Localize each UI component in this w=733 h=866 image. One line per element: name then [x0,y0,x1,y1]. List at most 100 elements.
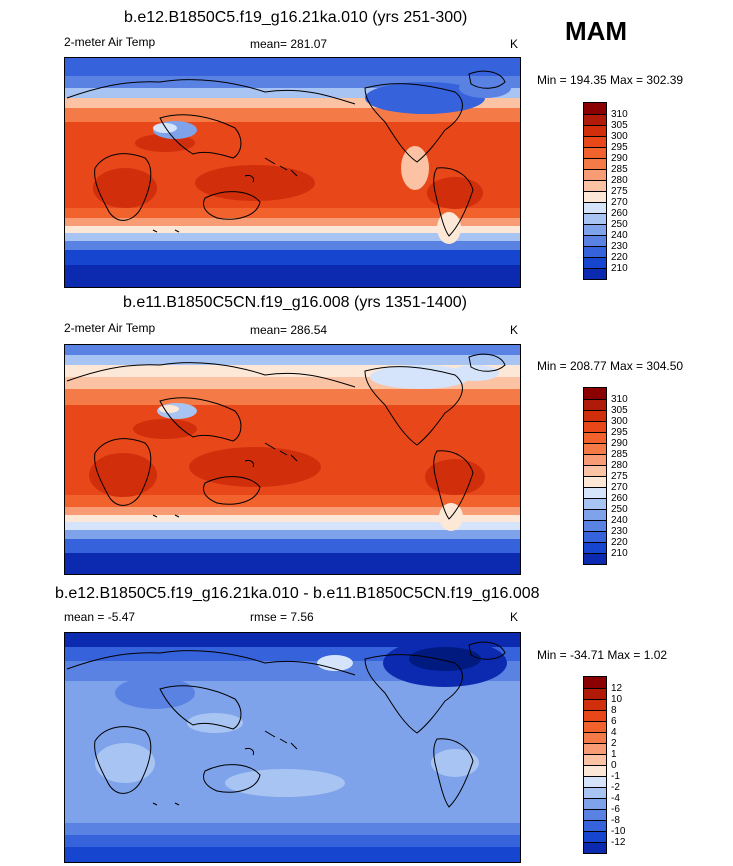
panel-1-colorbar-swatch [584,136,606,147]
panel-3-colorbar-swatch [584,699,606,710]
panel-2-colorbar-label: 250 [611,504,628,515]
panel-1-colorbar-swatch [584,268,606,279]
panel-3-colorbar-swatch [584,809,606,820]
panel-3-rmse-label: rmse = 7.56 [250,610,314,624]
panel-1-colorbar-label: 305 [611,120,628,131]
panel-2-colorbar-label: 275 [611,471,628,482]
panel-3-colorbar-swatch [584,677,606,688]
panel-3-colorbar-label: -6 [611,804,620,815]
panel-1-colorbar-swatch [584,180,606,191]
panel-2-minmax: Min = 208.77 Max = 304.50 [537,359,684,373]
panel-2-colorbar-label: 260 [611,493,628,504]
panel-2-colorbar-label: 240 [611,515,628,526]
panel-3-colorbar-label: 10 [611,694,623,705]
panel-2-colorbar-label: 305 [611,405,628,416]
panel-3-colorbar-swatch [584,732,606,743]
panel-3-colorbar [583,676,607,854]
panel-1-colorbar-label: 295 [611,142,628,153]
panel-2-colorbar-label: 280 [611,460,628,471]
panel-2-colorbar-swatch [584,443,606,454]
panel-3-colorbar-label: 1 [611,749,617,760]
panel-3-mean-label: mean = -5.47 [64,610,136,624]
panel-2-map [64,344,521,575]
panel-1-colorbar-swatch [584,114,606,125]
panel-2-colorbar-swatch [584,542,606,553]
panel-3-colorbar-label: 2 [611,738,617,749]
panel-3-colorbar-swatch [584,754,606,765]
panel-3-units: K [510,610,519,624]
panel-1-colorbar-swatch [584,213,606,224]
panel-1-colorbar-label: 240 [611,230,628,241]
panel-1-colorbar-label: 280 [611,175,628,186]
panel-2-colorbar [583,387,607,565]
panel-1-colorbar-swatch [584,158,606,169]
panel-2-colorbar-swatch [584,399,606,410]
panel-1-colorbar-label: 270 [611,197,628,208]
panel-1-variable-label: 2-meter Air Temp [64,35,156,49]
panel-1-colorbar-swatch [584,202,606,213]
panel-2-variable-label: 2-meter Air Temp [64,321,156,335]
panel-3-colorbar-label: -4 [611,793,620,804]
panel-3-colorbar-swatch [584,743,606,754]
panel-2-colorbar-swatch [584,432,606,443]
panel-2-colorbar-swatch [584,520,606,531]
panel-1-colorbar-swatch [584,224,606,235]
panel-2-colorbar-label: 295 [611,427,628,438]
panel-1-mean-label: mean= 281.07 [250,37,328,51]
panel-1-colorbar-label: 210 [611,263,628,274]
panel-2-colorbar-swatch [584,553,606,564]
panel-1-colorbar-label: 260 [611,208,628,219]
panel-2-colorbar-label: 230 [611,526,628,537]
panel-3-title: b.e12.B1850C5.f19_g16.21ka.010 - b.e11.B… [55,585,540,602]
panel-2-mean-label: mean= 286.54 [250,323,328,337]
panel-3-colorbar-swatch [584,798,606,809]
panel-3-colorbar-swatch [584,710,606,721]
panel-1-colorbar-swatch [584,191,606,202]
panel-1-colorbar-swatch [584,235,606,246]
panel-3-colorbar-label: -8 [611,815,620,826]
panel-1-colorbar-label: 220 [611,252,628,263]
panel-3-colorbar-swatch [584,765,606,776]
panel-3-colorbar-swatch [584,721,606,732]
panel-3-colorbar-swatch [584,787,606,798]
panel-1-colorbar [583,102,607,280]
panel-1-colorbar-label: 290 [611,153,628,164]
panel-2-colorbar-swatch [584,509,606,520]
panel-1-colorbar-swatch [584,125,606,136]
panel-3-colorbar-swatch [584,820,606,831]
panel-2-colorbar-swatch [584,454,606,465]
panel-1-colorbar-label: 285 [611,164,628,175]
panel-2-colorbar-swatch [584,421,606,432]
panel-1-colorbar-swatch [584,103,606,114]
panel-2-colorbar-label: 210 [611,548,628,559]
panel-2-colorbar-label: 300 [611,416,628,427]
panel-1-colorbar-label: 300 [611,131,628,142]
panel-3-colorbar-label: 8 [611,705,617,716]
panel-2-colorbar-swatch [584,388,606,399]
panel-3-colorbar-label: -1 [611,771,620,782]
panel-1-units: K [510,37,519,51]
panel-2-colorbar-swatch [584,465,606,476]
panel-3-map [64,632,521,863]
panel-3-colorbar-label: -10 [611,826,626,837]
panel-3-colorbar-label: 6 [611,716,617,727]
panel-2-units: K [510,323,519,337]
panel-3-colorbar-swatch [584,776,606,787]
panel-3-colorbar-swatch [584,842,606,853]
panel-1-colorbar-label: 250 [611,219,628,230]
panel-2-colorbar-label: 285 [611,449,628,460]
panel-1-colorbar-swatch [584,169,606,180]
panel-1-minmax: Min = 194.35 Max = 302.39 [537,73,684,87]
panel-3-colorbar-label: 0 [611,760,617,771]
panel-1-colorbar-swatch [584,147,606,158]
panel-1-colorbar-label: 275 [611,186,628,197]
panel-3-colorbar-label: 4 [611,727,617,738]
panel-1-title: b.e12.B1850C5.f19_g16.21ka.010 (yrs 251-… [124,9,468,26]
panel-3-minmax: Min = -34.71 Max = 1.02 [537,648,668,662]
panel-2-colorbar-swatch [584,476,606,487]
panel-3-colorbar-swatch [584,831,606,842]
panel-2-colorbar-label: 290 [611,438,628,449]
panel-2-colorbar-swatch [584,498,606,509]
panel-1-colorbar-label: 310 [611,109,628,120]
panel-1-colorbar-label: 230 [611,241,628,252]
